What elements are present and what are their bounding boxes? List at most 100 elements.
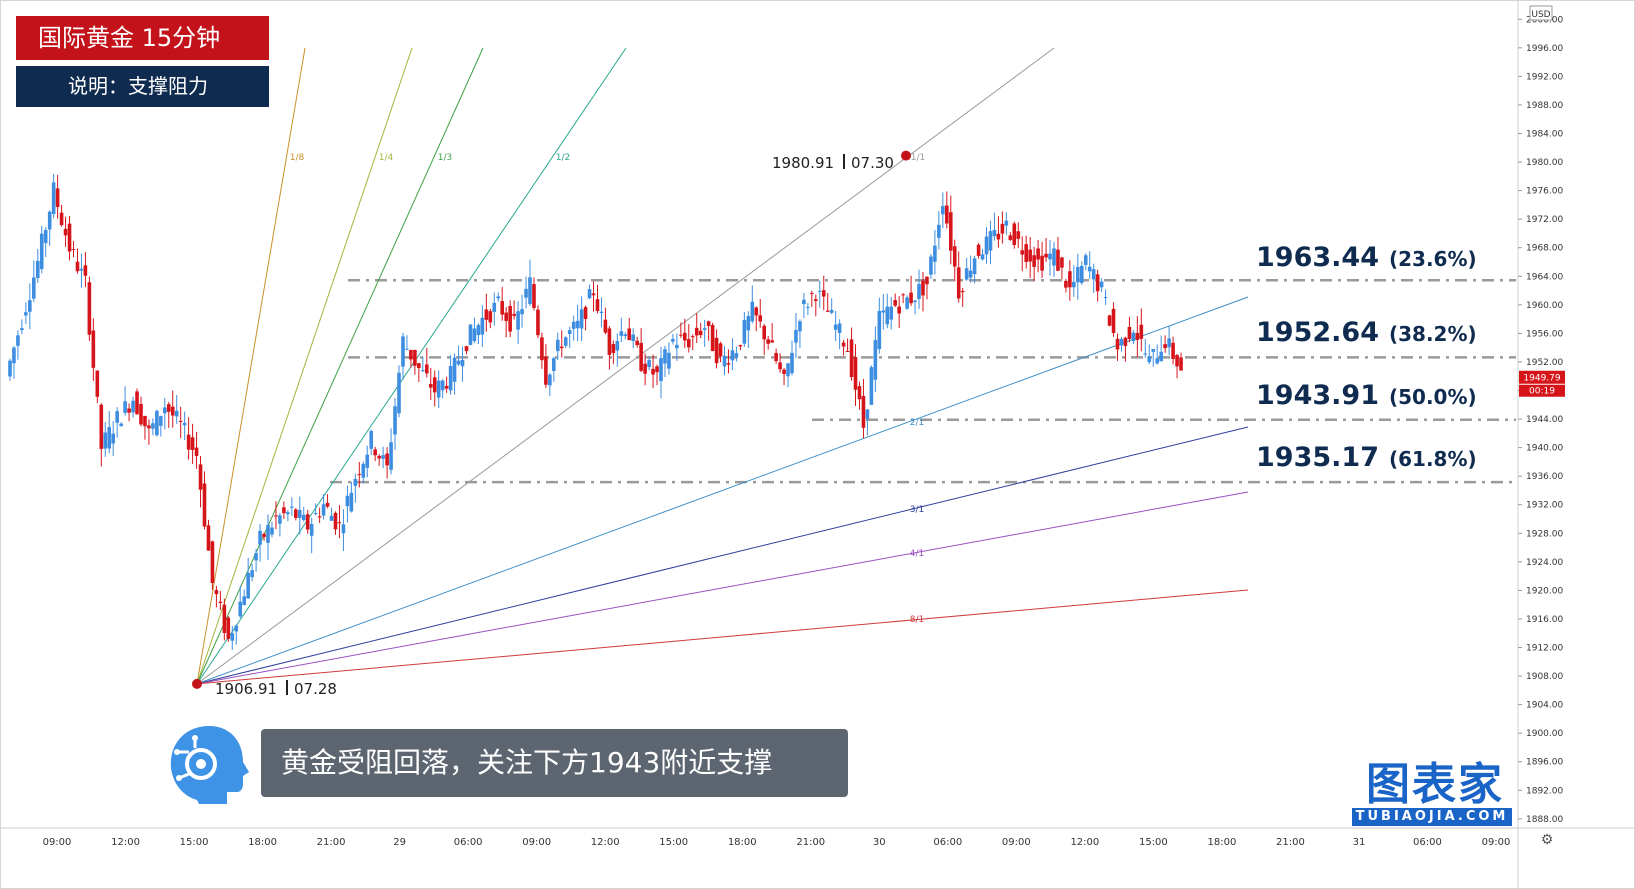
candle-body: [742, 319, 747, 344]
candle-body: [460, 359, 465, 367]
settings-gear-icon: ⚙: [1541, 832, 1554, 848]
candle-body: [643, 363, 647, 374]
candle-body: [599, 311, 604, 313]
candle-body: [889, 306, 894, 320]
candle-body: [202, 483, 207, 527]
candle-body: [305, 514, 310, 530]
candle-body: [1131, 332, 1136, 342]
gann-fan-line: [196, 296, 1249, 685]
candle-body: [32, 277, 36, 299]
chart-subtitle: 说明：支撑阻力: [16, 66, 269, 107]
y-tick-label: 1904.00: [1526, 701, 1563, 711]
candle-body: [754, 307, 759, 316]
x-tick-label: 15:00: [659, 837, 688, 848]
candle-body: [782, 369, 786, 374]
candle-body: [976, 244, 981, 256]
candle-body: [833, 324, 838, 330]
countdown-tag: [1519, 384, 1565, 397]
y-tick-label: 1988.00: [1526, 101, 1563, 111]
swing-low-date: 07.28: [294, 680, 337, 698]
candle-body: [532, 284, 536, 308]
candle-body: [1083, 255, 1088, 265]
candle-body: [492, 302, 497, 312]
candle-body: [960, 290, 965, 293]
x-tick-label: 09:00: [522, 837, 551, 848]
candle-body: [210, 541, 215, 583]
candle-body: [647, 360, 651, 368]
x-tick-label: 15:00: [1139, 837, 1168, 848]
candle-body: [1056, 249, 1060, 271]
candle-body: [190, 437, 195, 450]
candle-body: [377, 455, 381, 459]
candle-body: [806, 307, 810, 309]
candle-body: [488, 311, 493, 323]
candle-body: [194, 447, 199, 456]
candle-body: [83, 265, 88, 276]
candle-body: [798, 321, 802, 332]
candle-body: [1123, 337, 1128, 346]
candle-body: [278, 515, 282, 524]
candle-body: [182, 422, 187, 426]
candle-body: [468, 324, 473, 345]
candle-body: [893, 300, 898, 306]
candle-body: [579, 309, 584, 329]
y-tick-label: 1892.00: [1526, 786, 1563, 796]
gann-fan-label: 1/1: [911, 153, 925, 163]
candle-body: [675, 344, 679, 349]
candle-body: [63, 228, 68, 236]
candle-body: [909, 292, 913, 304]
y-tick-label: 1976.00: [1526, 187, 1563, 197]
candle-body: [635, 340, 639, 346]
candle-body: [405, 348, 409, 350]
candle-body: [548, 374, 552, 386]
candle-body: [786, 363, 790, 377]
candle-body: [1175, 355, 1179, 367]
candle-body: [933, 245, 937, 262]
candle-body: [47, 211, 52, 230]
candle-body: [627, 328, 632, 341]
candle-body: [341, 524, 346, 534]
candle-body: [440, 380, 445, 391]
candle-body: [1171, 342, 1175, 359]
candle-body: [706, 321, 711, 326]
candle-body: [448, 365, 453, 391]
y-tick-label: 1928.00: [1526, 529, 1563, 539]
candle-body: [575, 320, 580, 329]
y-tick-label: 1996.00: [1526, 44, 1563, 54]
candle-body: [1107, 315, 1112, 326]
candle-body: [583, 307, 588, 320]
candle-body: [770, 340, 774, 343]
candle-body: [528, 277, 532, 304]
candle-body: [1095, 274, 1100, 292]
candle-body: [162, 407, 167, 414]
candle-body: [603, 319, 608, 333]
candle-body: [559, 346, 564, 349]
candle-body: [555, 339, 560, 352]
candle-body: [28, 300, 32, 312]
candle-body: [722, 355, 727, 367]
gann-fan-line: [196, 47, 484, 685]
caption-banner: 黄金受阻回落，关注下方1943附近支撑: [261, 729, 848, 797]
candle-body: [817, 290, 822, 292]
gann-fan-line: [196, 589, 1249, 685]
candle-body: [24, 312, 28, 316]
candle-body: [758, 315, 763, 322]
y-tick-label: 1980.00: [1526, 158, 1563, 168]
candle-body: [361, 463, 366, 478]
x-tick-label: 12:00: [111, 837, 140, 848]
currency-badge: [1529, 5, 1553, 21]
candle-body: [103, 432, 108, 449]
y-tick-label: 1932.00: [1526, 501, 1563, 511]
candle-body: [139, 403, 143, 425]
candle-body: [730, 350, 735, 361]
candle-body: [536, 309, 540, 336]
candle-body: [170, 406, 175, 416]
candle-body: [1076, 267, 1080, 283]
candle-body: [1103, 297, 1108, 299]
candle-body: [1000, 223, 1005, 234]
x-tick-label: 18:00: [248, 837, 277, 848]
y-tick-label: 1920.00: [1526, 586, 1563, 596]
x-tick-label: 12:00: [591, 837, 620, 848]
x-tick-label: 15:00: [180, 837, 209, 848]
